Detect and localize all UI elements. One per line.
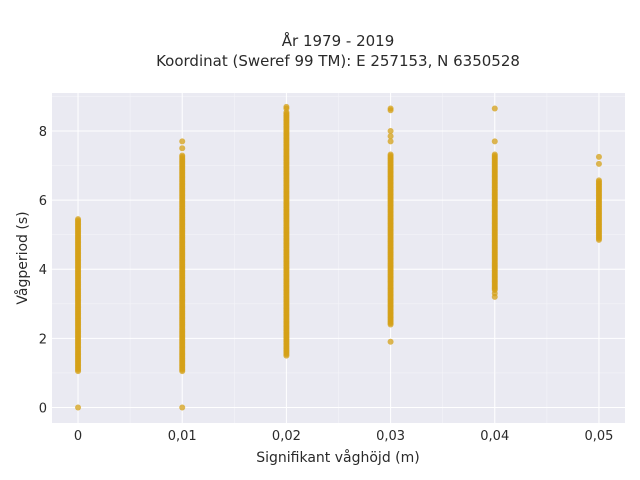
y-tick-labels: 0 2 4 6 8 (39, 125, 47, 416)
x-tick-label: 0,02 (272, 429, 301, 444)
x-tick-label: 0,01 (168, 429, 197, 444)
chart-subtitle: Koordinat (Sweref 99 TM): E 257153, N 63… (156, 52, 520, 70)
data-point (179, 138, 186, 145)
x-tick-label: 0,05 (584, 429, 613, 444)
data-point (75, 216, 82, 223)
data-point (491, 151, 498, 158)
x-tick-label: 0,04 (480, 429, 509, 444)
data-point (387, 105, 394, 112)
data-point (387, 138, 394, 145)
data-point (595, 153, 602, 160)
data-point (491, 105, 498, 112)
data-point (179, 145, 186, 152)
x-tick-labels: 0 0,01 0,02 0,03 0,04 0,05 (74, 429, 614, 444)
x-axis-label: Signifikant våghöjd (m) (256, 449, 419, 466)
data-point (595, 177, 602, 184)
data-point (387, 151, 394, 158)
y-tick-label: 4 (39, 263, 47, 278)
data-point (595, 160, 602, 167)
x-tick-label: 0 (74, 429, 82, 444)
y-tick-label: 2 (39, 332, 47, 347)
data-point (491, 138, 498, 145)
data-point (283, 103, 290, 110)
data-point (387, 338, 394, 345)
chart-title: År 1979 - 2019 (282, 31, 395, 50)
data-point (387, 133, 394, 140)
data-points (75, 103, 602, 411)
data-point (491, 290, 498, 297)
data-point (387, 128, 394, 135)
y-tick-label: 0 (39, 401, 47, 416)
y-tick-label: 6 (39, 194, 47, 209)
data-point (179, 152, 186, 159)
data-point (75, 404, 82, 411)
y-tick-label: 8 (39, 125, 47, 140)
x-tick-label: 0,03 (376, 429, 405, 444)
data-point (179, 404, 186, 411)
y-axis-label: Vågperiod (s) (14, 211, 31, 304)
